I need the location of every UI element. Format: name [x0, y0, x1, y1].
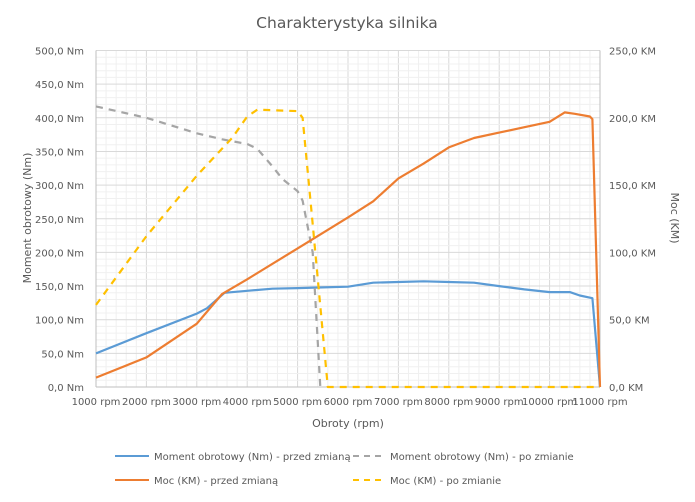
x-tick-label: 6000 rpm — [324, 397, 373, 408]
x-tick-label: 3000 rpm — [172, 397, 221, 408]
legend-label-series-0: Moment obrotowy (Nm) - przed zmianą — [154, 452, 351, 463]
y-right-tick-label: 250,0 KM — [609, 47, 656, 58]
y-right-tick-labels: 0,0 KM 50,0 KM 100,0 KM 150,0 KM 200,0 KM 250… — [609, 47, 656, 395]
y-right-tick-label: 50,0 KM — [609, 316, 650, 327]
x-axis-label: Obroty (rpm) — [312, 417, 384, 430]
x-tick-label: 8000 rpm — [424, 397, 473, 408]
y-left-tick-label: 400,0 Nm — [35, 114, 84, 125]
y-left-axis-label: Moment obrotowy (Nm) — [21, 153, 34, 284]
y-left-tick-label: 100,0 Nm — [35, 316, 84, 327]
y-left-tick-label: 0,0 Nm — [48, 383, 84, 394]
legend-label-series-2: Moc (KM) - przed zmianą — [154, 476, 278, 487]
series-line-2 — [95, 111, 602, 388]
y-right-tick-label: 150,0 KM — [609, 181, 656, 192]
x-tick-label: 5000 rpm — [273, 397, 322, 408]
series-line-1 — [95, 105, 322, 388]
legend: Moment obrotowy (Nm) - przed zmianą Mome… — [115, 452, 574, 487]
y-right-tick-label: 0,0 KM — [609, 383, 643, 394]
y-right-axis-label: Moc (KM) — [668, 192, 681, 243]
x-tick-labels: 1000 rpm 2000 rpm 3000 rpm 4000 rpm 5000 rpm… — [72, 397, 628, 408]
y-right-tick-label: 200,0 KM — [609, 114, 656, 125]
y-right-tick-label: 100,0 KM — [609, 248, 656, 259]
y-left-tick-label: 500,0 Nm — [35, 47, 84, 58]
y-left-tick-label: 150,0 Nm — [35, 282, 84, 293]
series-group — [95, 105, 602, 389]
x-tick-label: 9000 rpm — [475, 397, 524, 408]
x-tick-label: 4000 rpm — [223, 397, 272, 408]
y-left-tick-label: 200,0 Nm — [35, 248, 84, 259]
x-tick-label: 1000 rpm — [72, 397, 121, 408]
x-tick-label: 7000 rpm — [374, 397, 423, 408]
x-tick-label: 10000 rpm — [522, 397, 577, 408]
y-left-tick-label: 50,0 Nm — [41, 349, 84, 360]
x-tick-label: 11000 rpm — [572, 397, 627, 408]
y-left-tick-label: 350,0 Nm — [35, 147, 84, 158]
legend-label-series-3: Moc (KM) - po zmianie — [390, 476, 501, 487]
chart-title: Charakterystyka silnika — [256, 14, 438, 32]
y-left-tick-labels: 0,0 Nm 50,0 Nm 100,0 Nm 150,0 Nm 200,0 Nm 250… — [35, 47, 84, 395]
y-left-tick-label: 300,0 Nm — [35, 181, 84, 192]
grid — [95, 50, 601, 388]
legend-label-series-1: Moment obrotowy (Nm) - po zmianie — [390, 452, 574, 463]
y-left-tick-label: 450,0 Nm — [35, 80, 84, 91]
x-tick-label: 2000 rpm — [122, 397, 171, 408]
y-left-tick-label: 250,0 Nm — [35, 215, 84, 226]
